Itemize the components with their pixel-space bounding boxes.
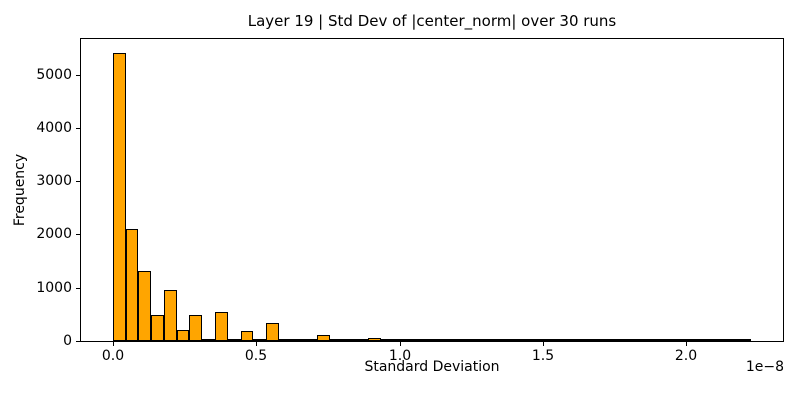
x-tick-mark xyxy=(543,342,544,346)
x-tick-mark xyxy=(686,342,687,346)
histogram-bar xyxy=(329,339,343,341)
x-tick-label: 1.5 xyxy=(531,348,555,364)
x-tick-label: 1.0 xyxy=(388,348,412,364)
histogram-bar xyxy=(151,315,164,341)
y-tick-mark xyxy=(76,234,80,235)
histogram-bar xyxy=(431,339,445,341)
y-tick-mark xyxy=(76,128,80,129)
histogram-bar xyxy=(189,315,203,341)
x-tick-mark xyxy=(256,342,257,346)
y-tick-label: 2000 xyxy=(36,226,72,242)
x-tick-label: 0.0 xyxy=(101,348,125,364)
y-tick-mark xyxy=(76,288,80,289)
y-tick-label: 0 xyxy=(63,333,72,349)
histogram-bar xyxy=(317,335,330,341)
histogram-bar xyxy=(368,338,381,341)
x-tick-label: 2.0 xyxy=(674,348,698,364)
y-tick-label: 1000 xyxy=(36,280,72,296)
histogram-bar xyxy=(278,339,292,341)
histogram-bar xyxy=(176,330,190,341)
x-axis-offset-label: 1e−8 xyxy=(745,359,784,375)
x-tick-label: 0.5 xyxy=(244,348,268,364)
y-axis-label: Frequency xyxy=(12,153,28,227)
y-tick-mark xyxy=(76,75,80,76)
histogram-bar xyxy=(125,229,139,341)
y-tick-label: 5000 xyxy=(36,67,72,83)
histogram-bar xyxy=(112,53,126,341)
histogram-bar xyxy=(227,339,241,341)
y-tick-label: 3000 xyxy=(36,173,72,189)
histogram-bar xyxy=(202,339,215,341)
x-tick-mark xyxy=(113,342,114,346)
y-tick-mark xyxy=(76,341,80,342)
x-tick-mark xyxy=(400,342,401,346)
x-axis-label: Standard Deviation xyxy=(364,359,500,375)
histogram-bar xyxy=(240,331,254,341)
histogram-bar xyxy=(163,290,177,341)
y-tick-label: 4000 xyxy=(36,120,72,136)
histogram-bar xyxy=(266,323,279,341)
chart-title: Layer 19 | Std Dev of |center_norm| over… xyxy=(247,12,617,30)
histogram-bar xyxy=(215,312,228,341)
histogram-bar xyxy=(253,339,267,341)
histogram-bar xyxy=(138,271,152,341)
plot-area xyxy=(80,38,784,342)
y-tick-mark xyxy=(76,181,80,182)
